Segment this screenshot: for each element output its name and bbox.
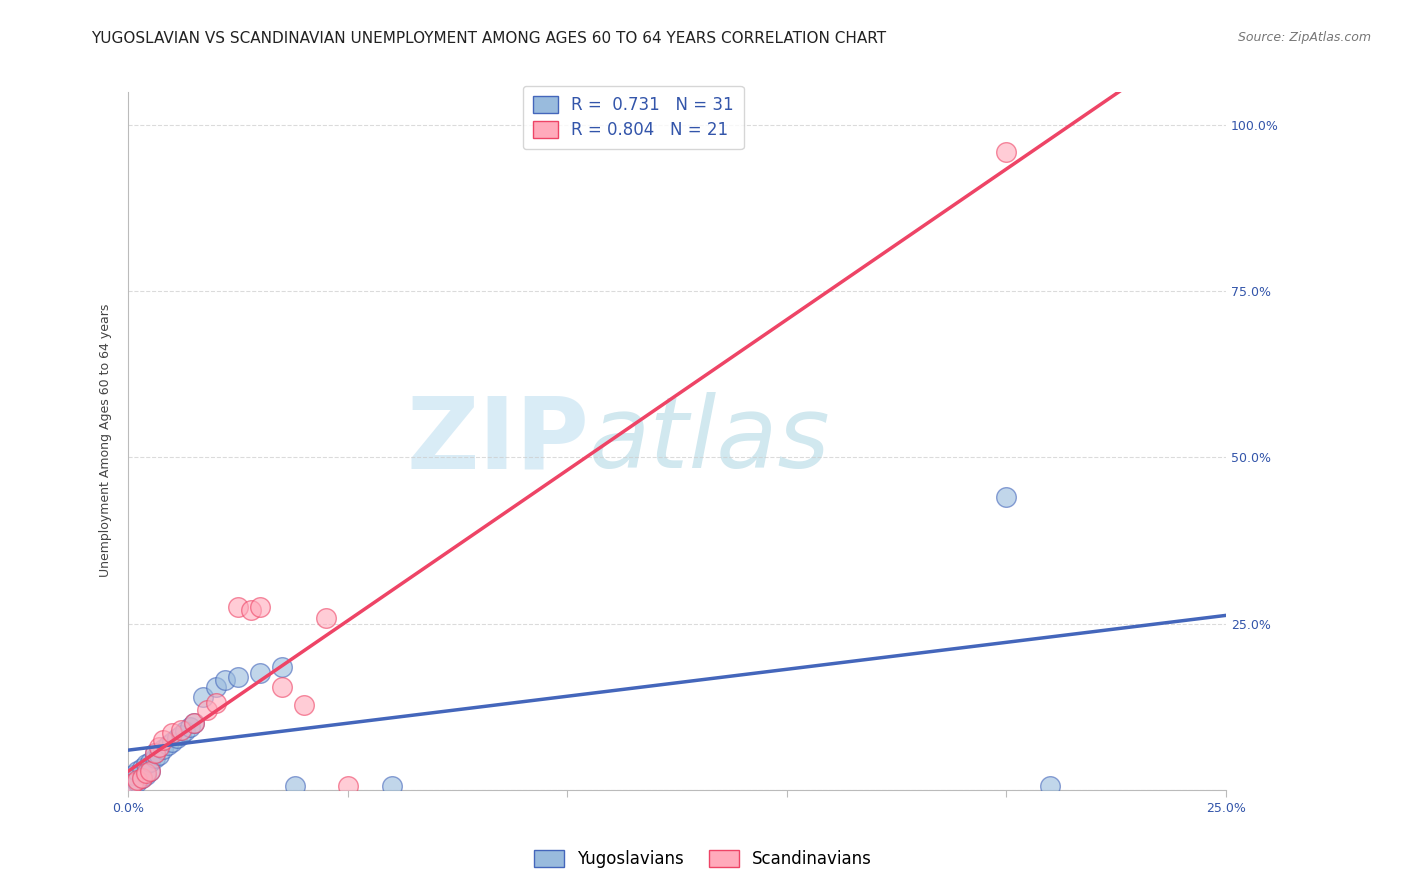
Point	[143, 746, 166, 760]
Point	[121, 777, 143, 791]
Text: Source: ZipAtlas.com: Source: ZipAtlas.com	[1237, 31, 1371, 45]
Point	[131, 762, 153, 776]
Point	[336, 780, 359, 794]
Text: YUGOSLAVIAN VS SCANDINAVIAN UNEMPLOYMENT AMONG AGES 60 TO 64 YEARS CORRELATION C: YUGOSLAVIAN VS SCANDINAVIAN UNEMPLOYMENT…	[91, 31, 887, 46]
Point	[214, 673, 236, 687]
Point	[271, 660, 294, 674]
Y-axis label: Unemployment Among Ages 60 to 64 years: Unemployment Among Ages 60 to 64 years	[100, 304, 112, 577]
Point	[191, 690, 214, 704]
Point	[152, 741, 174, 756]
Point	[121, 776, 143, 790]
Legend: Yugoslavians, Scandinavians: Yugoslavians, Scandinavians	[527, 843, 879, 875]
Point	[160, 735, 183, 749]
Point	[135, 768, 157, 782]
Point	[170, 723, 193, 737]
Point	[240, 603, 263, 617]
Point	[143, 746, 166, 760]
Point	[284, 780, 307, 794]
Point	[292, 698, 315, 712]
Point	[226, 670, 249, 684]
Point	[139, 755, 162, 769]
Point	[156, 738, 179, 752]
Point	[127, 764, 149, 779]
Point	[127, 774, 149, 789]
Text: ZIP: ZIP	[406, 392, 589, 489]
Text: atlas: atlas	[589, 392, 831, 489]
Point	[152, 732, 174, 747]
Point	[381, 780, 404, 794]
Point	[127, 772, 149, 787]
Point	[205, 680, 228, 694]
Point	[135, 766, 157, 780]
Point	[131, 771, 153, 785]
Point	[271, 680, 294, 694]
Point	[148, 739, 170, 754]
Point	[995, 490, 1018, 504]
Point	[226, 599, 249, 614]
Point	[1039, 780, 1062, 794]
Point	[131, 771, 153, 785]
Point	[170, 728, 193, 742]
Point	[160, 726, 183, 740]
Point	[179, 720, 201, 734]
Point	[205, 696, 228, 710]
Point	[183, 716, 205, 731]
Point	[249, 599, 271, 614]
Point	[139, 764, 162, 779]
Point	[315, 611, 337, 625]
Point	[249, 666, 271, 681]
Legend: R =  0.731   N = 31, R = 0.804   N = 21: R = 0.731 N = 31, R = 0.804 N = 21	[523, 87, 744, 149]
Point	[166, 731, 188, 745]
Point	[135, 757, 157, 772]
Point	[195, 703, 218, 717]
Point	[121, 768, 143, 782]
Point	[148, 748, 170, 763]
Point	[174, 724, 197, 739]
Point	[183, 716, 205, 731]
Point	[139, 764, 162, 779]
Point	[143, 751, 166, 765]
Point	[995, 145, 1018, 159]
